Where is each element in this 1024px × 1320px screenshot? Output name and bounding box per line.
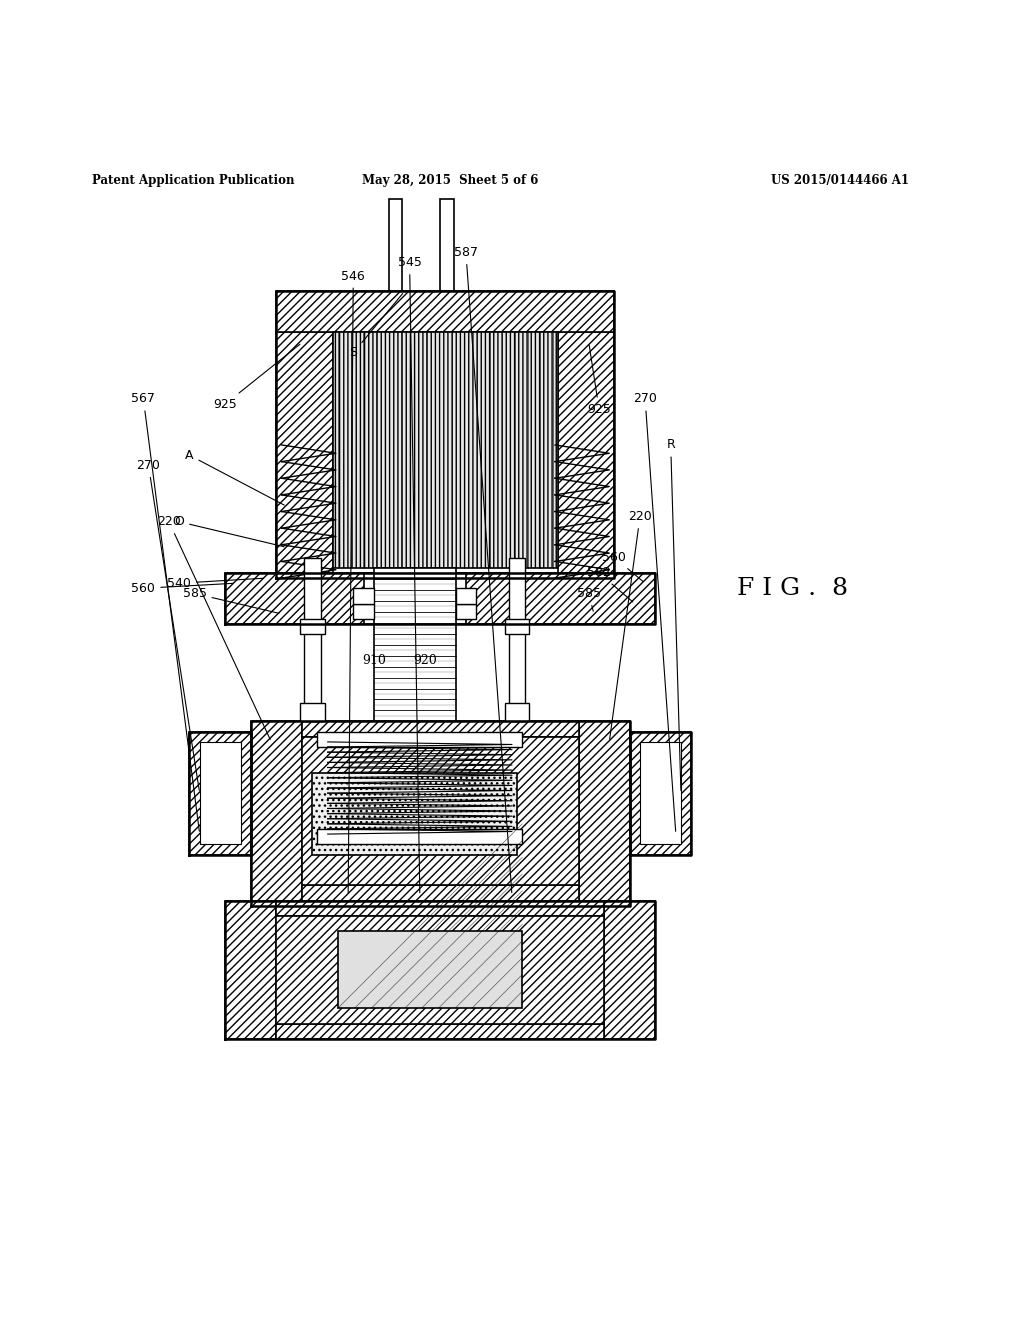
- Polygon shape: [630, 731, 691, 854]
- Bar: [456, 589, 476, 603]
- Text: 546: 546: [341, 269, 366, 892]
- Polygon shape: [189, 731, 251, 854]
- Bar: [440, 199, 454, 292]
- Polygon shape: [276, 916, 604, 1023]
- Polygon shape: [200, 742, 241, 845]
- Polygon shape: [251, 722, 302, 906]
- Text: 560: 560: [602, 552, 643, 581]
- Polygon shape: [302, 886, 579, 906]
- Bar: [505, 704, 529, 722]
- Polygon shape: [579, 722, 630, 906]
- Polygon shape: [225, 900, 276, 1039]
- Text: 270: 270: [136, 459, 200, 791]
- Text: F I G .  8: F I G . 8: [737, 577, 848, 599]
- Bar: [317, 829, 522, 845]
- Bar: [456, 603, 476, 619]
- Text: R: R: [667, 438, 681, 791]
- Bar: [374, 568, 456, 722]
- Bar: [364, 573, 466, 624]
- Text: O: O: [174, 515, 284, 546]
- Polygon shape: [558, 333, 614, 578]
- Bar: [389, 199, 402, 292]
- Text: 925: 925: [213, 345, 300, 411]
- Text: A: A: [185, 449, 285, 506]
- Text: May 28, 2015  Sheet 5 of 6: May 28, 2015 Sheet 5 of 6: [362, 174, 539, 187]
- Text: 545: 545: [397, 256, 422, 892]
- Polygon shape: [276, 292, 614, 333]
- Polygon shape: [640, 742, 681, 845]
- Text: 567: 567: [131, 392, 200, 832]
- Bar: [509, 557, 525, 722]
- Text: S: S: [349, 293, 402, 359]
- Text: 220: 220: [157, 515, 270, 739]
- Text: Patent Application Publication: Patent Application Publication: [92, 174, 295, 187]
- Polygon shape: [276, 900, 604, 916]
- Text: 585: 585: [182, 587, 279, 614]
- Bar: [300, 704, 325, 722]
- Bar: [317, 731, 522, 747]
- Bar: [338, 932, 522, 1008]
- Bar: [353, 603, 374, 619]
- Polygon shape: [302, 722, 579, 737]
- Polygon shape: [312, 772, 517, 854]
- Text: 220: 220: [609, 510, 652, 739]
- Polygon shape: [333, 333, 558, 568]
- Text: 540: 540: [167, 577, 263, 590]
- Text: 920: 920: [413, 653, 437, 667]
- Polygon shape: [604, 900, 655, 1039]
- Text: 910: 910: [361, 653, 386, 667]
- Text: 587: 587: [454, 246, 512, 892]
- Polygon shape: [276, 1023, 604, 1039]
- Bar: [505, 619, 529, 635]
- Polygon shape: [225, 573, 655, 624]
- Text: 270: 270: [633, 392, 676, 832]
- Bar: [300, 619, 325, 635]
- Text: 585: 585: [577, 587, 601, 611]
- Text: 560: 560: [131, 582, 232, 595]
- Bar: [353, 589, 374, 603]
- Text: US 2015/0144466 A1: US 2015/0144466 A1: [771, 174, 908, 187]
- Text: 925: 925: [587, 346, 611, 416]
- Bar: [304, 557, 321, 722]
- Polygon shape: [276, 333, 333, 578]
- Text: 582: 582: [587, 566, 633, 602]
- Polygon shape: [302, 737, 579, 886]
